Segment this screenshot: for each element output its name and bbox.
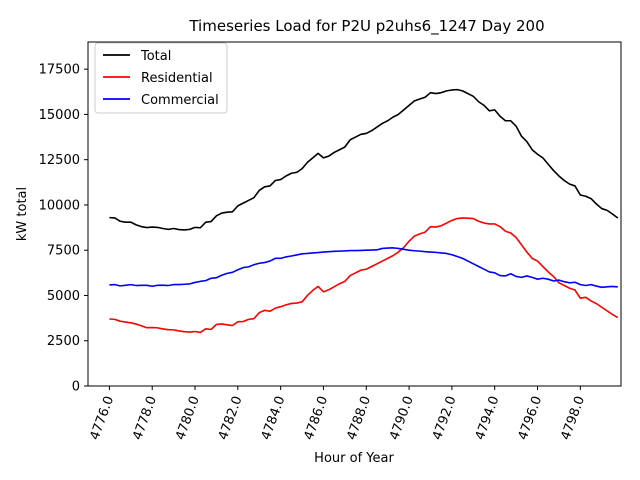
- legend: Total Residential Commercial: [94, 42, 228, 114]
- x-tick-label: 4794.0: [473, 394, 503, 442]
- series-layer: [109, 88, 619, 334]
- series-line-residential: [109, 217, 619, 334]
- plot-frame: [87, 41, 622, 387]
- legend-label-total: Total: [140, 49, 171, 64]
- x-tick-label: 4792.0: [430, 394, 460, 442]
- x-tick-label: 4798.0: [558, 394, 588, 442]
- y-tick-label: 2500: [47, 334, 80, 349]
- y-tick-label: 17500: [39, 63, 80, 78]
- x-tick-label: 4776.0: [88, 394, 118, 442]
- x-tick-label: 4784.0: [259, 394, 289, 442]
- legend-box: [94, 42, 228, 114]
- x-tick-label: 4780.0: [173, 394, 203, 442]
- x-tick-label: 4788.0: [344, 394, 374, 442]
- y-tick-label: 12500: [39, 153, 80, 168]
- y-tick-label: 10000: [39, 198, 80, 213]
- x-axis: 4776.0 4778.0 4780.0 4782.0 4784.0 4786.0 4788…: [88, 386, 588, 442]
- x-tick-label: 4786.0: [302, 394, 332, 442]
- y-tick-label: 0: [72, 380, 80, 395]
- chart-title: Timeseries Load for P2U p2uhs6_1247 Day …: [188, 17, 544, 36]
- y-axis-title: kW total: [15, 187, 30, 241]
- y-axis: 0 2500 5000 7500 10000 12500 15000 17500: [39, 63, 88, 395]
- y-tick-label: 5000: [47, 289, 80, 304]
- series-line-total: [109, 88, 619, 231]
- x-tick-label: 4796.0: [516, 394, 546, 442]
- legend-label-commercial: Commercial: [141, 93, 219, 108]
- y-tick-label: 7500: [47, 244, 80, 259]
- x-tick-label: 4790.0: [387, 394, 417, 442]
- legend-label-residential: Residential: [141, 71, 213, 86]
- x-tick-label: 4782.0: [216, 394, 246, 442]
- series-line-commercial: [109, 247, 618, 289]
- x-axis-title: Hour of Year: [314, 451, 394, 466]
- x-tick-label: 4778.0: [130, 394, 160, 442]
- y-tick-label: 15000: [39, 108, 80, 123]
